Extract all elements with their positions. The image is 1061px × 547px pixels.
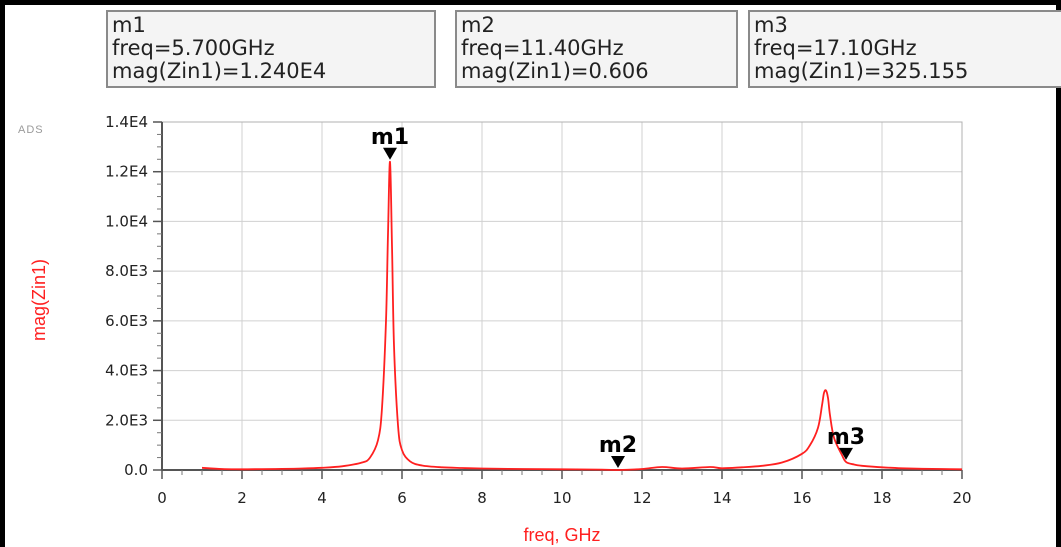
- x-tick-label: 20: [952, 489, 971, 507]
- x-axis-label: freq, GHz: [523, 525, 600, 545]
- chart-grid: [161, 121, 963, 471]
- x-tick-label: 6: [397, 489, 407, 507]
- x-tick-label: 12: [632, 489, 651, 507]
- x-tick-label: 0: [157, 489, 167, 507]
- y-tick-label: 1.0E4: [105, 212, 148, 230]
- marker-mag: mag(Zin1)=325.155: [754, 59, 969, 83]
- y-tick-label: 1.4E4: [105, 113, 148, 131]
- marker-freq: freq=17.10GHz: [754, 36, 917, 60]
- marker-label-m2: m2: [599, 433, 637, 458]
- marker-readout-m1: m1 freq=5.700GHz mag(Zin1)=1.240E4: [106, 10, 436, 88]
- y-tick-label: 4.0E3: [105, 362, 148, 380]
- marker-label-m3: m3: [827, 425, 865, 450]
- y-tick-label: 8.0E3: [105, 262, 148, 280]
- marker-label-m1: m1: [371, 125, 409, 150]
- marker-triangle-m1: [383, 147, 397, 160]
- chart-series: [201, 160, 963, 471]
- x-tick-label: 8: [477, 489, 487, 507]
- marker-name: m3: [754, 13, 788, 37]
- marker-freq: freq=5.700GHz: [112, 36, 275, 60]
- marker-triangle-m3: [839, 447, 853, 460]
- series-line-mag-zin1: [201, 160, 963, 471]
- x-tick-label: 14: [712, 489, 731, 507]
- y-tick-label: 2.0E3: [105, 411, 148, 429]
- y-tick-label: 1.2E4: [105, 163, 148, 181]
- x-tick-label: 4: [317, 489, 327, 507]
- y-tick-label: 6.0E3: [105, 312, 148, 330]
- marker-mag: mag(Zin1)=0.606: [461, 59, 649, 83]
- marker-freq: freq=11.40GHz: [461, 36, 624, 60]
- x-tick-label: 16: [792, 489, 811, 507]
- y-axis-label: mag(Zin1): [29, 259, 49, 341]
- marker-readout-m2: m2 freq=11.40GHz mag(Zin1)=0.606: [455, 10, 738, 88]
- chart-ticks: 0 2 4 6 8 10 12 14 16 18 20 0.0 2.0E3 4.0E3 6.0E3 8.0E3…: [105, 113, 971, 507]
- x-tick-label: 18: [872, 489, 891, 507]
- marker-mag: mag(Zin1)=1.240E4: [112, 59, 327, 83]
- marker-readout-m3: m3 freq=17.10GHz mag(Zin1)=325.155: [748, 10, 1061, 88]
- marker-triangle-m2: [611, 455, 625, 468]
- ads-brand-tag: ADS: [18, 124, 44, 136]
- marker-name: m1: [112, 13, 146, 37]
- marker-name: m2: [461, 13, 495, 37]
- x-tick-label: 2: [237, 489, 247, 507]
- x-tick-label: 10: [552, 489, 571, 507]
- chart-markers: m1 m2 m3: [371, 125, 865, 468]
- y-tick-label: 0.0: [124, 461, 148, 479]
